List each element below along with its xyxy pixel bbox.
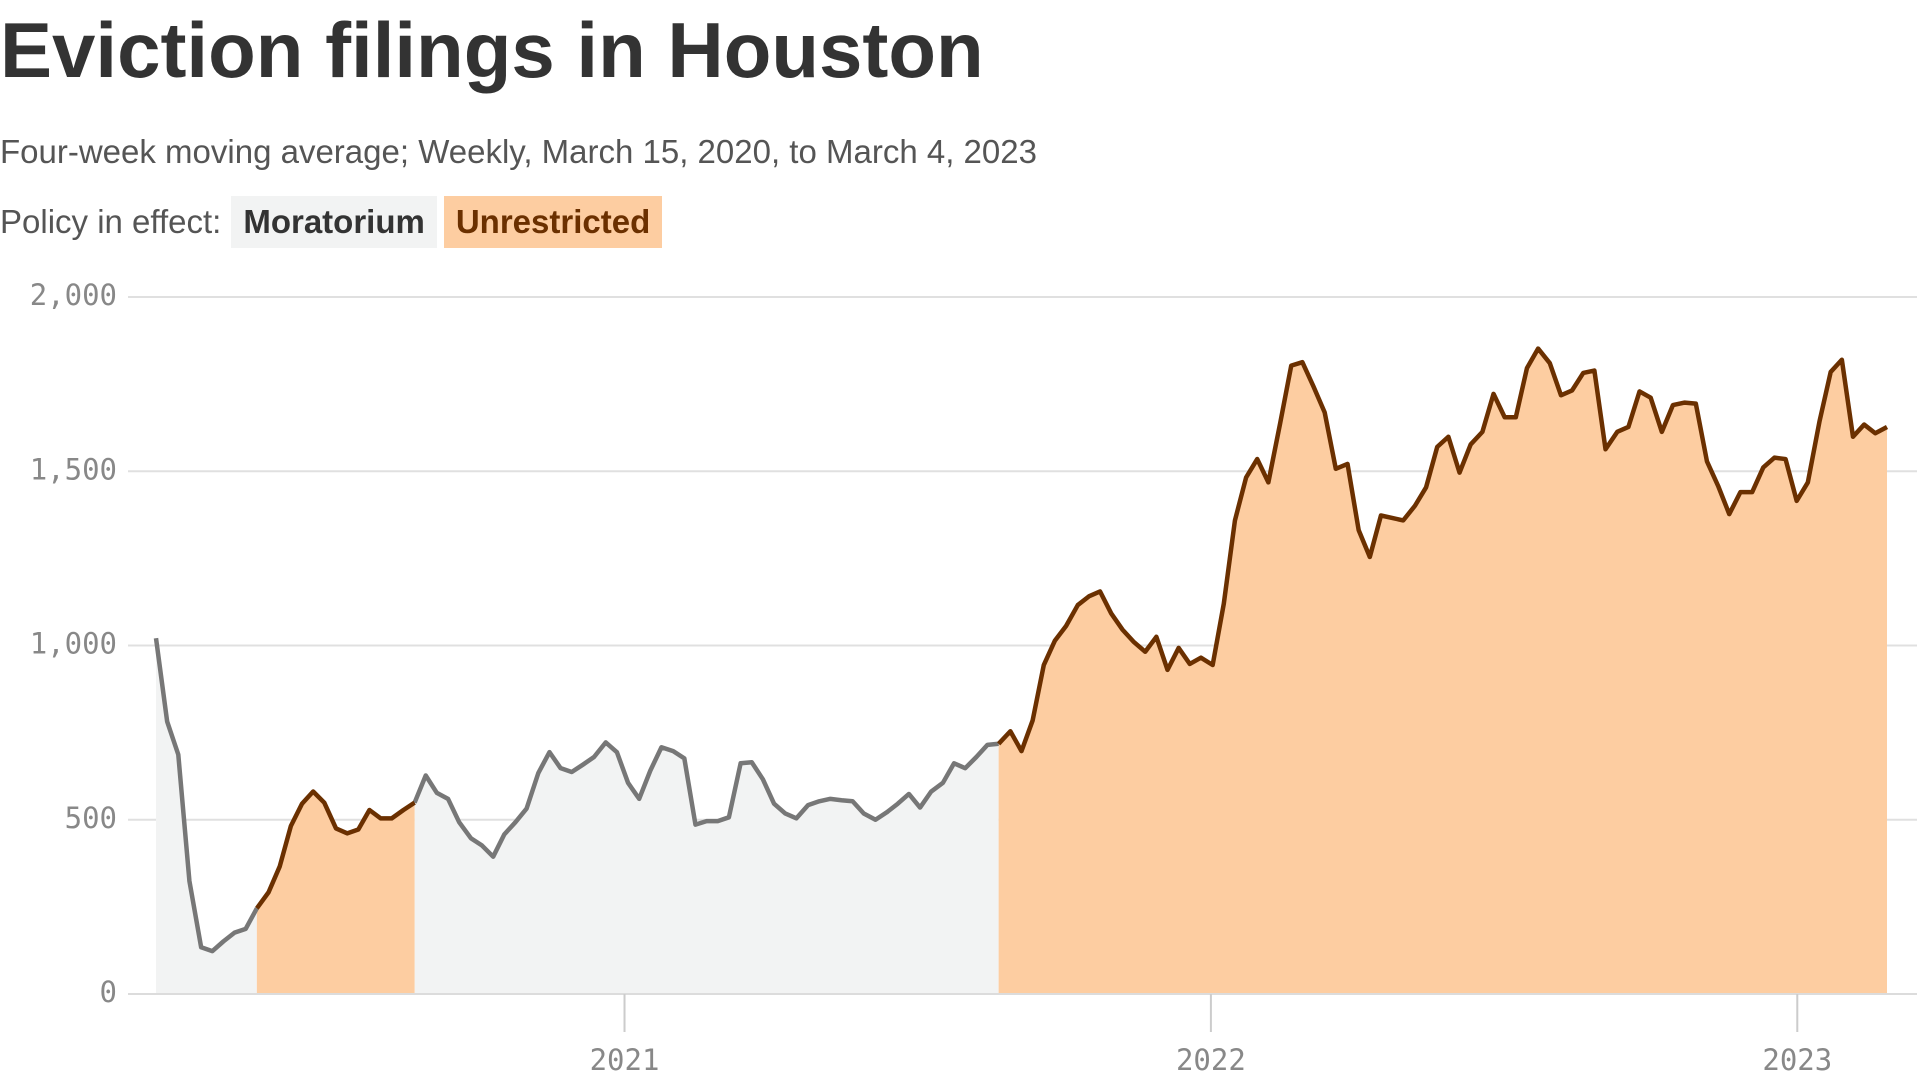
data-line	[153, 637, 259, 954]
y-tick-label: 2,000	[30, 278, 117, 312]
data-line	[255, 789, 416, 910]
policy-area	[256, 791, 415, 994]
y-tick-label: 1,500	[30, 452, 117, 486]
policy-area	[998, 348, 1887, 994]
policy-area	[414, 742, 999, 994]
legend-item: Unrestricted	[443, 196, 663, 248]
x-tick-label: 2023	[1762, 1043, 1832, 1077]
x-tick-label: 2022	[1176, 1043, 1246, 1077]
y-tick-label: 500	[65, 801, 117, 835]
y-tick-label: 1,000	[30, 627, 117, 661]
data-line	[996, 346, 1889, 754]
x-tick-label: 2021	[590, 1043, 660, 1077]
legend: Policy in effect: Moratorium Unrestricted	[0, 196, 669, 248]
policy-area	[156, 638, 257, 994]
chart-title: Eviction filings in Houston	[0, 6, 984, 94]
y-tick-label: 0	[100, 975, 117, 1009]
chart-subtitle: Four-week moving average; Weekly, March …	[0, 133, 1037, 170]
data-line	[412, 740, 999, 859]
legend-title: Policy in effect:	[0, 203, 222, 240]
legend-item: Moratorium	[231, 196, 437, 248]
